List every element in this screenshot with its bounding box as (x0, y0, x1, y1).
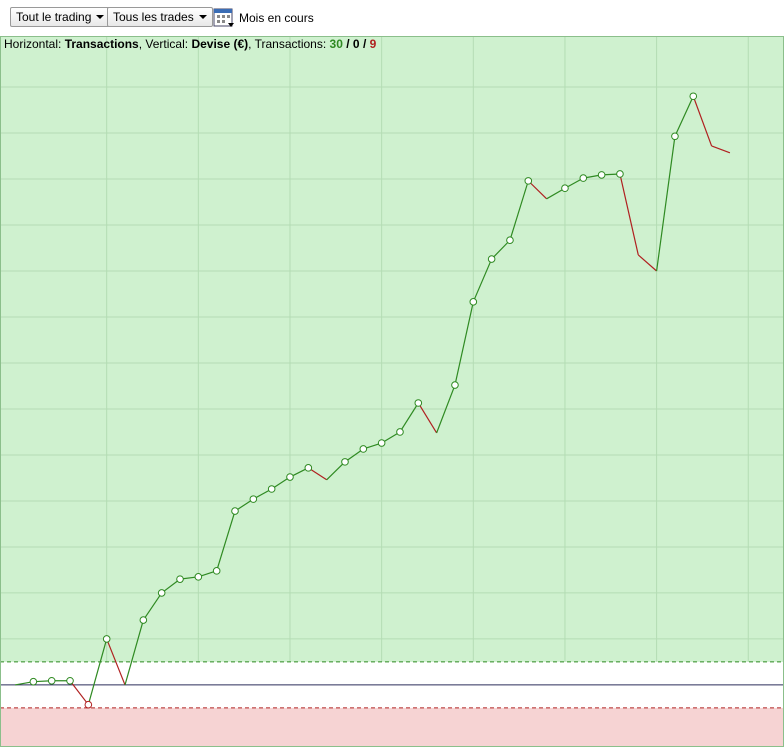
point (102, 635, 111, 643)
point (487, 255, 496, 263)
gain-segment (491, 239, 511, 260)
point (469, 298, 478, 306)
point (176, 575, 184, 583)
point (249, 495, 258, 503)
point (689, 92, 698, 101)
point (194, 573, 203, 581)
label: , Transactions: (248, 37, 327, 51)
loss-zone (0, 707, 784, 747)
point (671, 132, 679, 141)
loss-segment (711, 145, 731, 154)
point (524, 177, 533, 185)
gain-segment (142, 592, 163, 621)
period-label[interactable]: Mois en cours (239, 11, 314, 25)
gain-segment (326, 461, 346, 481)
gain-segment (472, 258, 493, 303)
point (84, 700, 93, 709)
point (414, 399, 423, 407)
loss-segment (106, 638, 126, 686)
filter-button[interactable]: Tous les trades (107, 7, 213, 27)
point (231, 507, 239, 515)
point (212, 567, 221, 575)
value: Devise (€) (191, 37, 249, 51)
gain-segment (454, 301, 474, 386)
loss-segment (619, 173, 639, 256)
gain-segment (674, 95, 694, 137)
gain-segment (509, 180, 529, 241)
label: Horizontal: (4, 37, 62, 51)
gain-segment (87, 638, 108, 705)
point (396, 428, 404, 436)
gain-segment (161, 578, 181, 594)
gain-segment (399, 402, 419, 433)
sep: / (362, 37, 367, 51)
calendar-icon[interactable] (213, 6, 235, 28)
loss-segment (527, 180, 548, 200)
point (267, 485, 276, 493)
point (616, 170, 624, 178)
point (341, 458, 349, 466)
gain-zone (0, 36, 784, 662)
point (47, 676, 56, 685)
loss-segment (69, 680, 89, 706)
sep: / (346, 37, 350, 51)
gain-segment (436, 384, 456, 434)
filter-button[interactable]: Tout le trading (10, 7, 111, 27)
loss-segment (692, 96, 713, 147)
point (506, 236, 514, 244)
toolbar: Tout le trading Tous les trades Mois en … (0, 0, 784, 36)
point (139, 616, 148, 624)
value: Transactions (64, 37, 139, 51)
chart (0, 36, 784, 747)
wins: 30 (329, 37, 343, 51)
loss-segment (637, 254, 657, 272)
gain-segment (656, 136, 676, 272)
label: , Vertical: (138, 37, 189, 51)
gain-segment (124, 619, 144, 686)
point (66, 676, 74, 685)
point (29, 677, 38, 686)
gain-segment (216, 510, 236, 572)
point (304, 464, 313, 472)
loss-segment (417, 402, 438, 434)
losses: 9 (369, 37, 377, 51)
breakeven: 0 (352, 37, 360, 51)
point (451, 381, 459, 389)
point (597, 171, 606, 179)
point (579, 174, 588, 182)
point (377, 439, 386, 447)
chart-header: Horizontal: Transactions, Vertical: Devi… (4, 37, 376, 51)
point (157, 589, 166, 597)
point (561, 184, 569, 193)
point (286, 473, 294, 481)
point (359, 445, 368, 453)
